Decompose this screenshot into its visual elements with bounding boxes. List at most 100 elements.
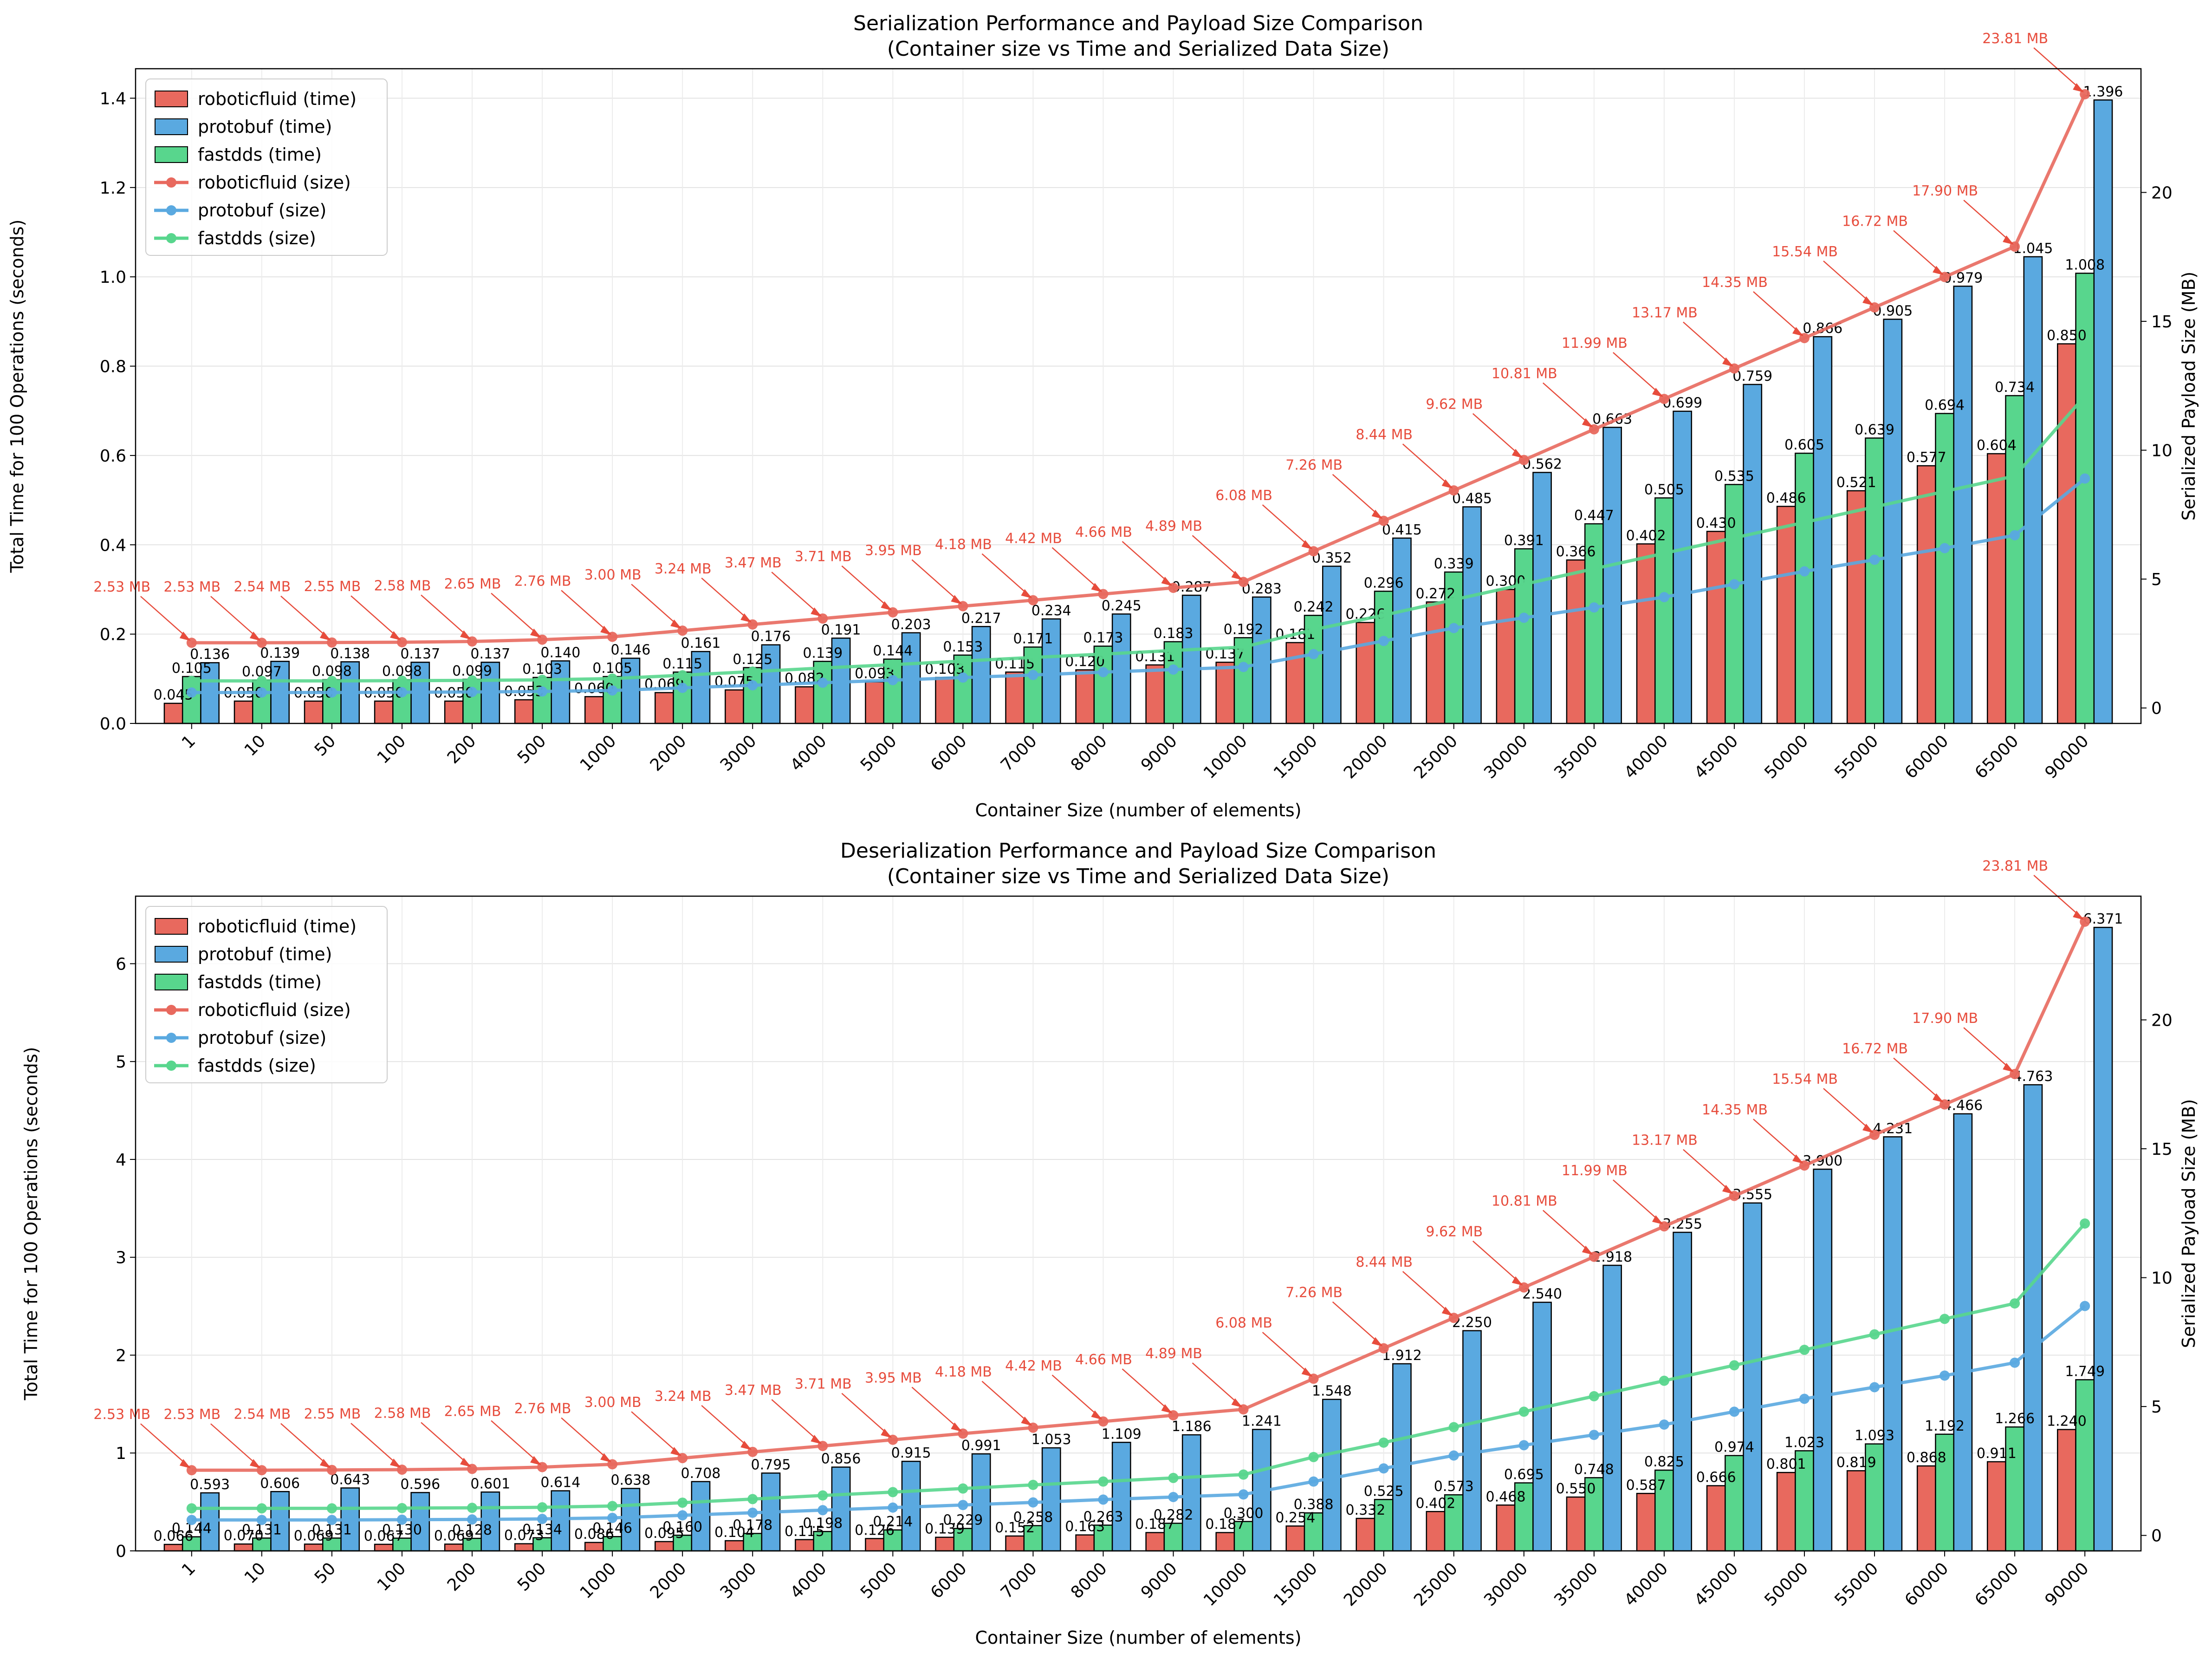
- bar-roboticfluid: [1776, 1471, 1796, 1552]
- marker-protobuf: [1448, 623, 1459, 633]
- bar-roboticfluid: [584, 696, 604, 724]
- annotation-arrowhead: [1652, 388, 1663, 397]
- annotation-label: 2.54 MB: [234, 1406, 291, 1423]
- annotation-arrow: [350, 1423, 401, 1468]
- x-tick-label: 4000: [787, 731, 830, 775]
- bar-roboticfluid: [163, 1543, 183, 1552]
- annotation-arrowhead: [1792, 1154, 1803, 1164]
- bar-value-label: 1.045: [2013, 241, 2053, 257]
- bar-roboticfluid: [1496, 589, 1516, 724]
- bar-value-label: 0.525: [1364, 1483, 1404, 1499]
- annotation-label: 2.55 MB: [304, 579, 361, 595]
- annotation-label: 15.54 MB: [1772, 1071, 1838, 1087]
- bar-value-label: 0.550: [1556, 1481, 1596, 1497]
- annotation-arrow: [561, 1417, 611, 1462]
- bar-roboticfluid: [1356, 1517, 1375, 1552]
- bar-value-label: 0.485: [1452, 491, 1492, 507]
- marker-protobuf: [1028, 1497, 1038, 1508]
- marker-protobuf: [1729, 579, 1739, 590]
- bar-fastdds: [1725, 1455, 1744, 1552]
- x-tick-label: 55000: [1831, 1559, 1882, 1610]
- bar-protobuf: [1743, 1202, 1763, 1552]
- annotation-arrow: [841, 1393, 892, 1438]
- marker-fastdds: [2010, 1298, 2020, 1309]
- bar-roboticfluid: [795, 686, 814, 724]
- legend-box: [145, 906, 388, 1083]
- marker-protobuf: [2010, 1357, 2020, 1368]
- bar-roboticfluid: [514, 699, 534, 724]
- annotation-arrow: [1192, 1362, 1242, 1407]
- x-tick-label: 1: [178, 731, 199, 752]
- annotation-label: 3.00 MB: [584, 567, 642, 583]
- bar-value-label: 0.136: [190, 646, 230, 663]
- marker-fastdds: [2080, 391, 2090, 401]
- line-roboticfluid: [191, 921, 2087, 1472]
- bar-value-label: 0.577: [1907, 449, 1946, 466]
- annotation-label: 15.54 MB: [1772, 244, 1838, 260]
- marker-fastdds: [1729, 1360, 1739, 1371]
- annotation-arrow: [1472, 1240, 1523, 1285]
- bar-value-label: 0.115: [785, 1523, 824, 1540]
- marker-fastdds: [677, 670, 688, 681]
- legend-label: fastdds (time): [198, 972, 322, 992]
- bar-value-label: 0.593: [190, 1477, 230, 1493]
- bar-value-label: 0.734: [1995, 379, 2035, 396]
- annotation-label: 16.72 MB: [1842, 214, 1908, 230]
- annotation-label: 9.62 MB: [1426, 1224, 1483, 1240]
- annotation-label: 3.00 MB: [584, 1394, 642, 1411]
- marker-protobuf: [467, 1514, 478, 1525]
- legend-label: protobuf (time): [198, 117, 332, 137]
- bar-value-label: 0.643: [330, 1471, 370, 1488]
- bar-value-label: 0.115: [662, 656, 702, 672]
- x-tick-label: 40000: [1621, 731, 1672, 782]
- marker-protobuf: [326, 1515, 337, 1525]
- annotation-label: 2.76 MB: [514, 1400, 571, 1417]
- annotation-label: 10.81 MB: [1492, 1193, 1557, 1210]
- annotation-arrow: [491, 1420, 541, 1465]
- annotation-arrow: [981, 553, 1032, 598]
- annotation-label: 2.76 MB: [514, 573, 571, 589]
- annotation-label: 4.66 MB: [1075, 1352, 1132, 1368]
- bar-protobuf: [1883, 319, 1903, 724]
- plot-frame: [135, 895, 2142, 1552]
- marker-fastdds: [1098, 649, 1109, 659]
- x-tick-label: 10000: [1200, 1559, 1251, 1610]
- legend-label: protobuf (size): [198, 200, 326, 221]
- bar-fastdds: [883, 1529, 903, 1552]
- marker-protobuf: [958, 1500, 968, 1510]
- bar-value-label: 0.258: [1013, 1510, 1053, 1526]
- marker-protobuf: [2010, 530, 2020, 540]
- annotation-arrowhead: [1722, 357, 1733, 367]
- x-tick-label: 1000: [577, 731, 620, 775]
- bar-value-label: 0.105: [172, 660, 212, 677]
- bar-protobuf: [1602, 1264, 1622, 1552]
- marker-protobuf: [1168, 664, 1179, 675]
- annotation-label: 2.65 MB: [444, 1404, 501, 1420]
- annotation-label: 4.42 MB: [1005, 1358, 1062, 1374]
- bar-roboticfluid: [1075, 1534, 1095, 1552]
- annotation-label: 8.44 MB: [1356, 1254, 1413, 1270]
- bar-value-label: 0.601: [470, 1476, 510, 1492]
- annotation-arrowhead: [1511, 1276, 1523, 1286]
- marker-protobuf: [2080, 473, 2090, 484]
- bar-roboticfluid: [1986, 1461, 2006, 1552]
- marker-protobuf: [1659, 592, 1669, 602]
- bar-roboticfluid: [725, 689, 744, 724]
- legend: roboticfluid (time) protobuf (time) fastdd…: [145, 78, 388, 256]
- bar-roboticfluid: [2057, 343, 2076, 724]
- annotation-arrowhead: [670, 1447, 682, 1457]
- annotation-arrow: [1753, 1119, 1803, 1164]
- marker-protobuf: [747, 1507, 758, 1518]
- y2-axis-label: Serialized Payload Size (MB): [2179, 272, 2199, 521]
- annotation-arrow: [280, 595, 331, 640]
- annotation-arrow: [631, 1411, 681, 1456]
- bar-value-label: 0.332: [1345, 1502, 1385, 1518]
- annotation-arrowhead: [1301, 1367, 1313, 1377]
- x-tick-label: 3000: [717, 1559, 760, 1602]
- bar-value-label: 0.605: [1784, 437, 1824, 453]
- x-tick-label: 200: [444, 731, 480, 768]
- bar-value-label: 0.759: [1732, 368, 1772, 384]
- x-tick-label: 7000: [997, 731, 1041, 775]
- legend: roboticfluid (time) protobuf (time) fastdd…: [145, 906, 388, 1083]
- y-tick-label: 1.4: [100, 89, 126, 108]
